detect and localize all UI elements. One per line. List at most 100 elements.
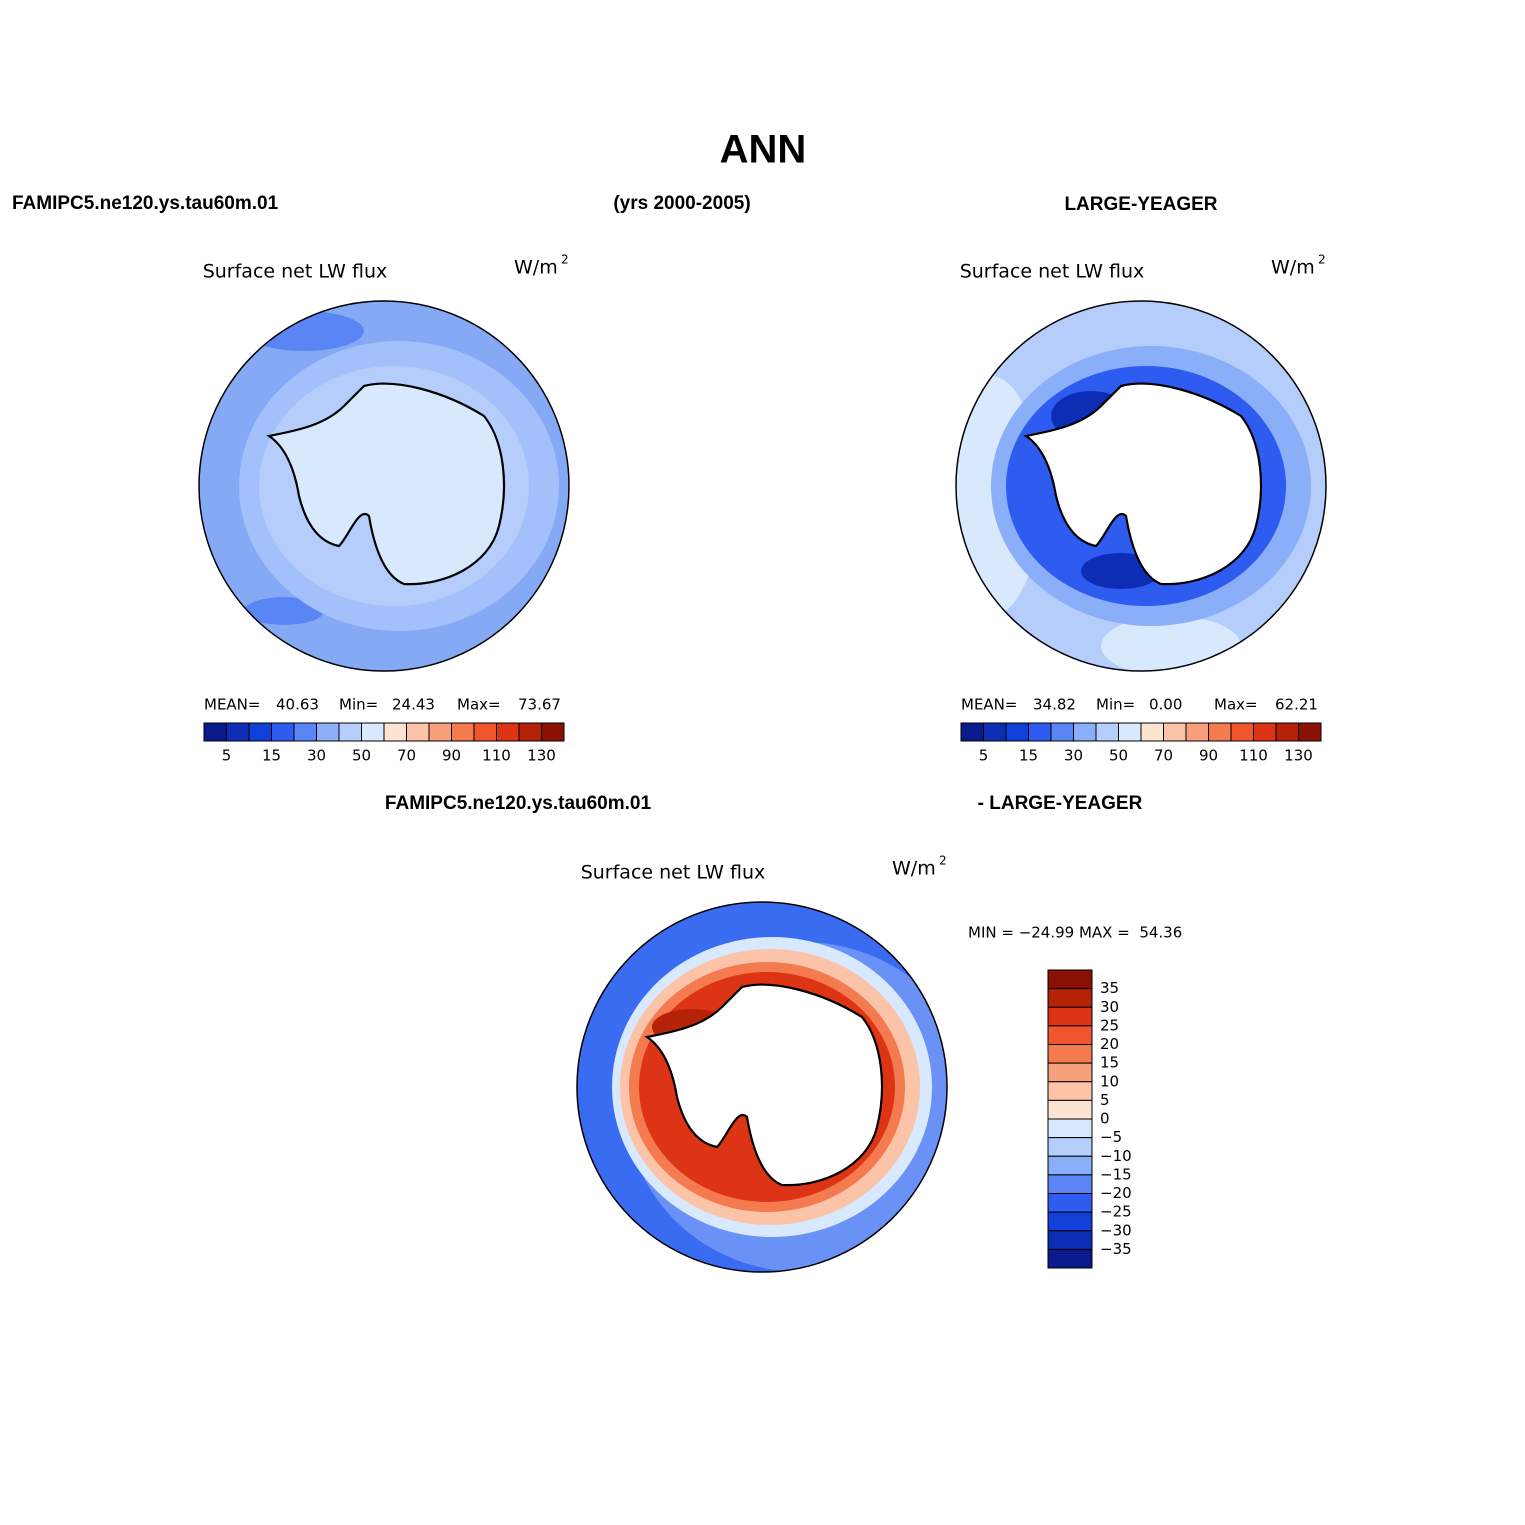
colorbar-box (518, 722, 542, 742)
stat: Max= (1214, 696, 1258, 714)
colorbar-box (406, 722, 430, 742)
colorbar-box (541, 722, 565, 742)
colorbar-box (983, 722, 1007, 742)
colorbar-box (316, 722, 340, 742)
contour-region (244, 597, 324, 625)
colorbar-label: −30 (1100, 1221, 1132, 1239)
stat: 24.43 (392, 696, 435, 714)
colorbar-box (1047, 1211, 1093, 1232)
colorbar-label: −10 (1100, 1147, 1132, 1165)
colorbar-box (1118, 722, 1142, 742)
stat: 0.00 (1149, 696, 1182, 714)
units: W/m (1271, 257, 1315, 279)
colorbar-box (1047, 1025, 1093, 1045)
contour-region (244, 311, 364, 351)
colorbar-box (1028, 722, 1052, 742)
contour-region (1101, 616, 1241, 671)
stat: Min= (1096, 696, 1135, 714)
colorbar-label: 20 (1100, 1035, 1119, 1053)
colorbar-label: 5 (1100, 1091, 1110, 1109)
colorbar-box (451, 722, 475, 742)
colorbar-box (338, 722, 362, 742)
colorbar-box (1095, 722, 1119, 742)
colorbar-label: 15 (1019, 747, 1038, 765)
colorbar-box (1047, 1099, 1093, 1120)
colorbar-box (1275, 722, 1299, 742)
colorbar-label: 5 (979, 747, 989, 765)
colorbar-box (1140, 722, 1164, 742)
map-border (198, 300, 570, 672)
stat: Max= (457, 696, 501, 714)
colorbar-box (1047, 1193, 1093, 1213)
colorbar-box (203, 722, 227, 742)
colorbar-label: 30 (1064, 747, 1083, 765)
colorbar-box (428, 722, 452, 742)
colorbar-box (271, 722, 295, 742)
colorbar-label: 0 (1100, 1110, 1110, 1128)
colorbar-label: 25 (1100, 1016, 1119, 1034)
colorbar-box (960, 722, 984, 742)
colorbar-label: 15 (1100, 1054, 1119, 1072)
map-border (576, 901, 948, 1273)
colorbar-box (248, 722, 272, 742)
units: W/m (514, 257, 558, 279)
colorbar-label: 90 (1199, 747, 1218, 765)
stat: 73.67 (518, 696, 561, 714)
colorbar-label: 130 (1284, 747, 1313, 765)
colorbar-box (1047, 1118, 1093, 1139)
colorbar-box (1298, 722, 1322, 742)
stat: MEAN= (961, 696, 1017, 714)
colorbar-box (361, 722, 385, 742)
colorbar-box (293, 722, 317, 742)
colorbar-label: 30 (307, 747, 326, 765)
colorbar-box (1163, 722, 1187, 742)
units-superscript: 2 (939, 854, 947, 868)
diff-header-right: - LARGE-YEAGER (978, 793, 1143, 814)
diff-header-left: FAMIPC5.ne120.ys.tau60m.01 (385, 793, 652, 814)
colorbar-label: −5 (1100, 1128, 1122, 1146)
map-border (955, 300, 1327, 672)
colorbar-label: −35 (1100, 1240, 1132, 1258)
panel-title: Surface net LW flux (203, 261, 388, 283)
colorbar-box (1047, 1044, 1093, 1064)
colorbar-box (1047, 988, 1093, 1008)
colorbar-box (226, 722, 250, 742)
panel-title: Surface net LW flux (581, 862, 766, 884)
stat: Min= (339, 696, 378, 714)
colorbar-label: 35 (1100, 979, 1119, 997)
colorbar-box (1047, 1248, 1093, 1269)
colorbar-box (1208, 722, 1232, 742)
colorbar-label: 50 (1109, 747, 1128, 765)
colorbar-label: 50 (352, 747, 371, 765)
colorbar-label: −25 (1100, 1203, 1132, 1221)
colorbar-label: −20 (1100, 1184, 1132, 1202)
colorbar-label: 110 (482, 747, 511, 765)
header-right: LARGE-YEAGER (1064, 194, 1217, 215)
colorbar-label: 5 (222, 747, 232, 765)
units-superscript: 2 (1318, 253, 1326, 267)
stat: MEAN= (204, 696, 260, 714)
colorbar-label: 90 (442, 747, 461, 765)
header-center: (yrs 2000-2005) (613, 193, 750, 214)
colorbar-box (1047, 1006, 1093, 1027)
units: W/m (892, 858, 936, 880)
colorbar-box (496, 722, 520, 742)
colorbar-label: −15 (1100, 1165, 1132, 1183)
colorbar-box (1047, 1062, 1093, 1083)
stat: 40.63 (276, 696, 319, 714)
colorbar-label: 70 (1154, 747, 1173, 765)
panel-title: Surface net LW flux (960, 261, 1145, 283)
colorbar-box (1185, 722, 1209, 742)
colorbar-label: 130 (527, 747, 556, 765)
colorbar-label: 15 (262, 747, 281, 765)
colorbar-box (1253, 722, 1277, 742)
colorbar-label: 70 (397, 747, 416, 765)
figure-title: ANN (720, 128, 807, 172)
colorbar-box (383, 722, 407, 742)
colorbar-box (1005, 722, 1029, 742)
colorbar-label: 30 (1100, 998, 1119, 1016)
colorbar-box (1073, 722, 1097, 742)
stat: 34.82 (1033, 696, 1076, 714)
colorbar-box (1047, 1230, 1093, 1250)
colorbar-box (1230, 722, 1254, 742)
